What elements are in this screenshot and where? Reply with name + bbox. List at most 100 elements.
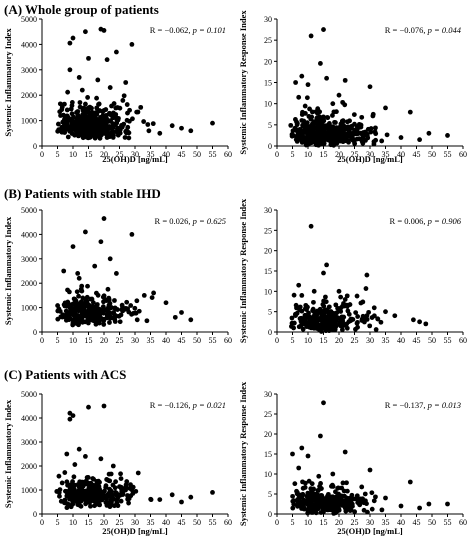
panel-c-right-data-point xyxy=(407,479,413,485)
panel-b-right-stat-r: R = 0.006, xyxy=(390,216,428,226)
panel-b-right-x-tick-label: 25 xyxy=(351,336,359,345)
panel-a-right-data-point xyxy=(315,106,321,112)
panel-a-right-data-point xyxy=(301,135,306,141)
panel-c-left-data-point xyxy=(59,480,65,486)
panel-c-right-x-tick-label: 40 xyxy=(397,518,405,527)
panel-a-right-data-point xyxy=(305,82,311,88)
panel-a-left-data-point xyxy=(107,118,113,124)
panel-c-left-data-point xyxy=(86,482,92,488)
panel-a-right-stat-r: R = −0.076, xyxy=(385,25,428,35)
panel-c-right-data-point xyxy=(344,495,349,501)
panel-c-right-data-point xyxy=(296,493,302,499)
panel-b-left-data-point xyxy=(90,300,96,306)
panel-a-left-y-tick-label: 0 xyxy=(33,142,37,151)
panel-a-left-data-point xyxy=(114,49,119,55)
panel-a-right-data-point xyxy=(292,125,298,131)
panel-c-left-data-point xyxy=(115,492,121,498)
panel-b-left-stat-r: R = 0.026, xyxy=(155,216,193,226)
panel-c-right-data-point xyxy=(335,485,341,491)
panel-c-right-x-tick-label: 60 xyxy=(459,518,467,527)
panel-a-right-data-point xyxy=(321,127,326,132)
panel-a-right-x-tick-label: 60 xyxy=(459,150,467,159)
panel-c-right-data-point xyxy=(325,491,331,497)
panel-b-left-data-point xyxy=(96,318,102,324)
panel-c-left-data-point xyxy=(75,488,81,494)
panel-a-left-x-tick-label: 40 xyxy=(162,150,170,159)
panel-b-left-x-tick-label: 30 xyxy=(131,336,139,345)
panel-b-left-data-point xyxy=(100,307,106,313)
panel-b-left-data-point xyxy=(163,300,169,306)
panel-b-right-data-point xyxy=(311,324,316,330)
panel-c-right-data-point xyxy=(323,496,328,502)
panel-c-right-data-point xyxy=(296,465,302,471)
panel-a-right-data-point xyxy=(363,138,368,143)
panel-c-left-data-point xyxy=(157,497,163,502)
panel-c-left-x-tick-label: 20 xyxy=(100,518,108,527)
panel-a-right-data-point xyxy=(336,92,342,98)
panel-c-left-data-point xyxy=(70,492,75,498)
panel-c-left-data-point xyxy=(62,470,68,475)
section-title-b: (B) Patients with stable IHD xyxy=(4,186,161,201)
panel-b-left-data-point xyxy=(76,301,82,306)
panel-b-left-data-point xyxy=(106,298,112,303)
panel-a-left-data-point xyxy=(113,105,119,111)
panel-a-right-data-point xyxy=(293,80,298,85)
panel-a-right-data-point xyxy=(304,95,310,101)
panel-b-right-y-tick-label: 5 xyxy=(268,308,272,317)
panel-a-left-data-point xyxy=(65,89,71,95)
panel-c-left-data-point xyxy=(82,492,88,498)
panel-a-right-data-point xyxy=(342,132,348,138)
panel-c-right-stat-annotation: R = −0.137, p = 0.013 xyxy=(385,400,461,410)
panel-b-left-data-point xyxy=(76,293,81,299)
panel-b-right-data-point xyxy=(371,313,377,319)
panel-a-left-data-point xyxy=(130,116,135,122)
panel-a-right-data-point xyxy=(334,109,339,115)
panel-b-left-x-tick-label: 35 xyxy=(147,336,155,345)
panel-b-right-data-point xyxy=(334,310,340,316)
panel-a-right-data-point xyxy=(295,131,301,136)
panel-b-left-data-point xyxy=(117,319,123,325)
panel-c-right-data-point xyxy=(379,507,385,513)
panel-c-left-data-point xyxy=(89,497,95,503)
panel-c-right-data-point xyxy=(331,509,337,514)
panel-c-right-y-tick-label: 20 xyxy=(264,430,272,439)
panel-b-left-data-point xyxy=(101,293,107,299)
panel-c-right-data-point xyxy=(359,484,365,490)
panel-b-left-data-point xyxy=(83,229,88,235)
panel-a-right-data-point xyxy=(367,84,373,90)
panel-a-left-data-point xyxy=(77,127,83,133)
panel-a-left-data-point xyxy=(100,109,106,114)
panel-a-left-data-point xyxy=(123,80,129,85)
panel-b-left-x-tick-label: 40 xyxy=(162,336,170,345)
panel-a-left-data-point xyxy=(157,130,163,136)
panel-c-right-data-point xyxy=(311,486,316,492)
panel-c-right-x-tick-label: 50 xyxy=(428,518,436,527)
panel-a-left-data-point xyxy=(98,114,103,120)
panel-c-left-x-tick-label: 10 xyxy=(69,518,77,527)
panel-b-left-y-tick-label: 3000 xyxy=(21,255,37,264)
panel-a-right-x-tick-label: 5 xyxy=(291,150,295,159)
panel-c-left-y-tick-label: 3000 xyxy=(21,438,37,447)
panel-b-right-data-point xyxy=(311,288,317,294)
panel-a-left-data-point xyxy=(92,131,98,136)
panel-a-left-y-tick-label: 1000 xyxy=(21,117,37,126)
panel-a-left-data-point xyxy=(101,28,107,33)
panel-c-right-x-tick-label: 15 xyxy=(320,518,328,527)
panel-b-right-stat-p: p = 0.906 xyxy=(427,216,462,226)
panel-a-left-data-point xyxy=(88,115,93,121)
panel-b-left-data-point xyxy=(61,302,67,308)
panel-a-right-data-point xyxy=(301,129,307,134)
panel-b-right-data-point xyxy=(321,303,327,309)
panel-b-right-y-axis-label: Systemic Inflammatory Response Index xyxy=(238,198,248,343)
panel-a-right-data-point xyxy=(342,77,348,83)
panel-b-left-data-point xyxy=(101,216,107,221)
panel-b-left-data-point xyxy=(101,316,106,322)
panel-b-left-data-point xyxy=(96,306,102,312)
panel-b-right-data-point xyxy=(291,320,297,326)
panel-c-left-x-tick-label: 40 xyxy=(162,518,170,527)
panel-a-right-data-point xyxy=(334,125,339,131)
panel-c-left-x-tick-label: 35 xyxy=(147,518,155,527)
panel-c-left-data-point xyxy=(120,492,126,497)
panel-a-right-data-point xyxy=(302,103,308,109)
panel-b-left-data-point xyxy=(70,244,76,250)
